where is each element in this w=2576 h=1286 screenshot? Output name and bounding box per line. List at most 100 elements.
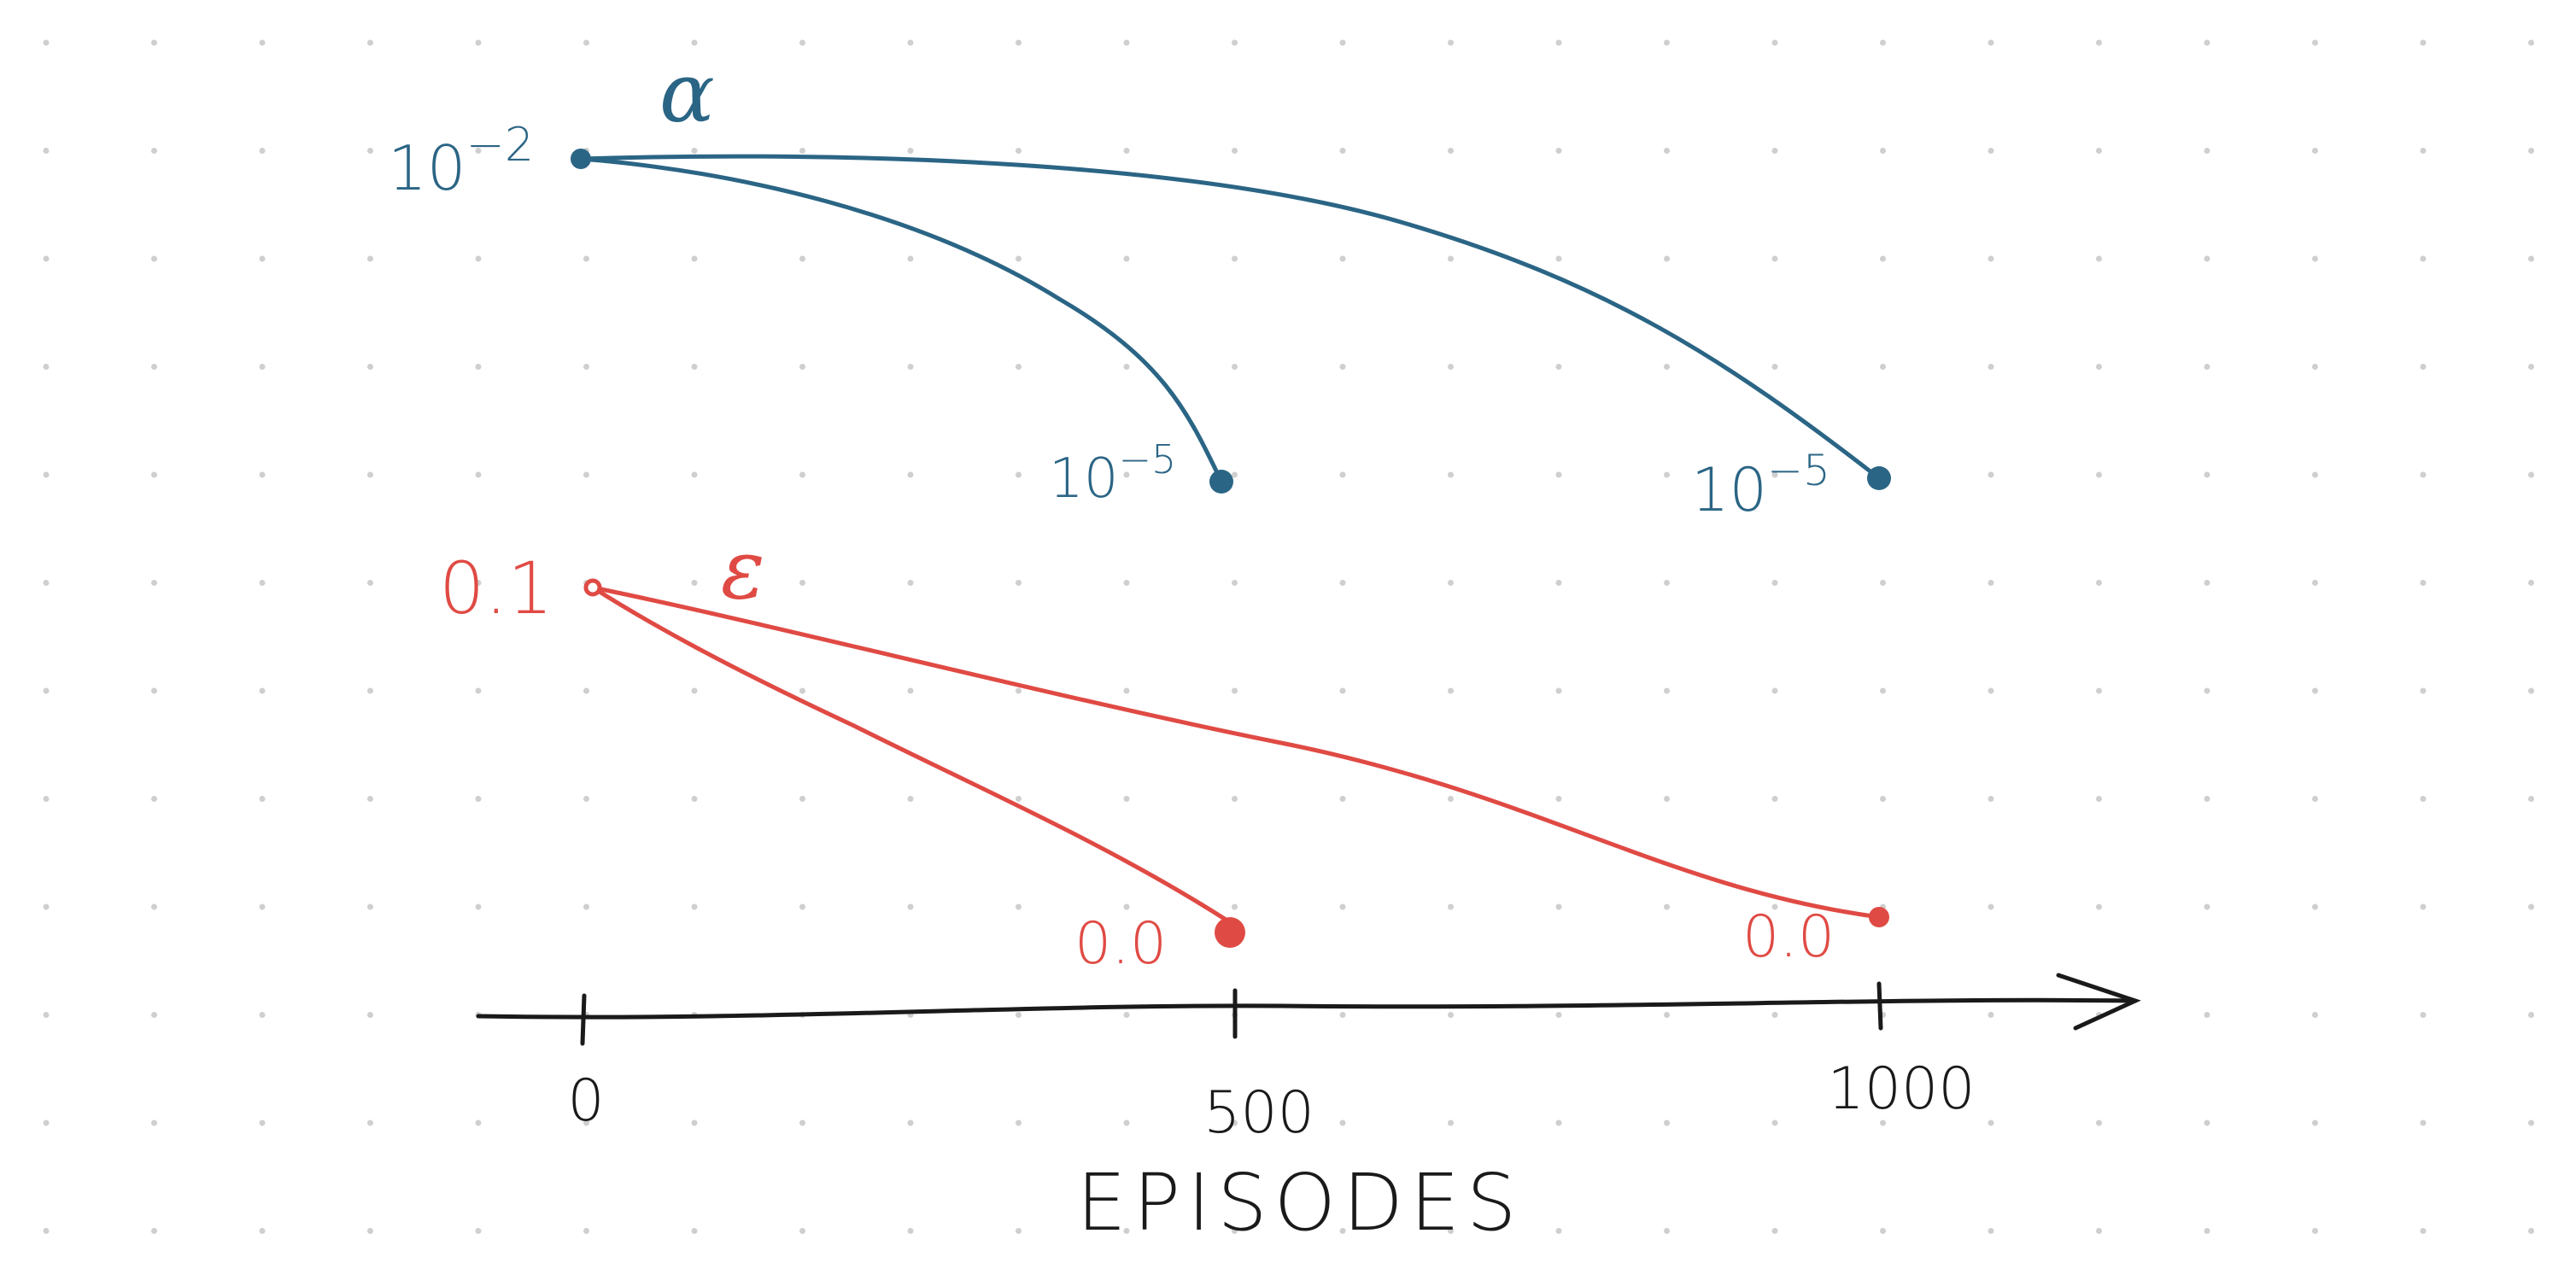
- grid-dot: [2528, 364, 2534, 370]
- x-axis: [476, 973, 2141, 1046]
- x-tick-0: [580, 993, 587, 1046]
- grid-dot: [2096, 903, 2102, 910]
- grid-dot: [1771, 1228, 1778, 1234]
- grid-dot: [151, 1119, 157, 1126]
- grid-dot: [1771, 903, 1778, 910]
- grid-dot: [1123, 364, 1130, 370]
- grid-dot: [259, 580, 266, 586]
- grid-dot: [583, 364, 589, 370]
- grid-dot: [1448, 1119, 1454, 1126]
- grid-dot: [43, 1119, 50, 1126]
- grid-dot: [1555, 1228, 1562, 1234]
- grid-dot: [475, 903, 482, 910]
- grid-dot: [1771, 471, 1778, 478]
- grid-dot: [1880, 39, 1886, 46]
- grid-dot: [583, 1119, 589, 1126]
- grid-dot: [2528, 687, 2534, 694]
- grid-dot: [2204, 580, 2210, 586]
- grid-dot: [367, 796, 373, 802]
- grid-dot: [2204, 255, 2210, 262]
- grid-dot: [1232, 471, 1238, 478]
- grid-dot: [1016, 1012, 1022, 1018]
- grid-dot: [43, 255, 50, 262]
- grid-dot: [1555, 1119, 1562, 1126]
- alpha-end-1000-base: 10: [1691, 455, 1767, 525]
- grid-dot: [2528, 148, 2534, 154]
- grid-dot: [2420, 580, 2427, 586]
- grid-dot: [1016, 471, 1022, 478]
- grid-dot: [1448, 580, 1454, 586]
- grid-dot: [1123, 39, 1130, 46]
- grid-dot: [259, 1228, 266, 1234]
- alpha-start-point: [571, 149, 591, 169]
- grid-dot: [2204, 1012, 2210, 1018]
- x-tick-label-500: 500: [1203, 1079, 1314, 1147]
- x-axis-arrowhead: [2056, 973, 2141, 1031]
- grid-dot: [1664, 148, 1670, 154]
- grid-dot: [2204, 148, 2210, 154]
- grid-dot: [43, 39, 50, 46]
- grid-dot: [2528, 580, 2534, 586]
- grid-dot: [1988, 687, 1994, 694]
- grid-dot: [1123, 148, 1130, 154]
- grid-dot: [1016, 1119, 1022, 1126]
- epsilon-end-label-1000: 0.0: [1742, 903, 1835, 971]
- grid-dot: [1771, 255, 1778, 262]
- x-axis-line: [476, 997, 2138, 1020]
- grid-dot: [43, 471, 50, 478]
- grid-dot: [1448, 471, 1454, 478]
- grid-dot: [367, 1119, 373, 1126]
- grid-dot: [43, 148, 50, 154]
- grid-dot: [1448, 1012, 1454, 1018]
- grid-dot: [1555, 255, 1562, 262]
- epsilon-start-point: [583, 578, 602, 597]
- alpha-end-1000-exp: −5: [1767, 446, 1830, 495]
- grid-dot: [691, 1119, 698, 1126]
- grid-dot: [1016, 796, 1022, 802]
- grid-dot: [259, 364, 266, 370]
- grid-dot: [259, 796, 266, 802]
- grid-dot: [43, 903, 50, 910]
- grid-dot: [1232, 903, 1238, 910]
- grid-dot: [367, 255, 373, 262]
- grid-dot: [475, 1228, 482, 1234]
- grid-dot: [2096, 1228, 2102, 1234]
- grid-dot: [151, 471, 157, 478]
- grid-dot: [2528, 1228, 2534, 1234]
- grid-dot: [1123, 1119, 1130, 1126]
- grid-dot: [43, 1012, 50, 1018]
- grid-dot: [691, 687, 698, 694]
- grid-dot: [799, 364, 805, 370]
- grid-dot: [43, 1228, 50, 1234]
- epsilon-end-point-1000: [1869, 907, 1889, 927]
- grid-dot: [691, 796, 698, 802]
- grid-dot: [1232, 580, 1238, 586]
- epsilon-schedule: [583, 578, 1889, 948]
- grid-dot: [1988, 903, 1994, 910]
- grid-dot: [1232, 148, 1238, 154]
- grid-dot: [1988, 1012, 1994, 1018]
- grid-dot: [691, 39, 698, 46]
- grid-dot: [1988, 796, 1994, 802]
- grid-dot: [367, 1012, 373, 1018]
- grid-dot: [1771, 580, 1778, 586]
- alpha-end-500-exp: −5: [1118, 436, 1176, 482]
- grid-dot: [1771, 148, 1778, 154]
- grid-dot: [367, 148, 373, 154]
- grid-dot: [1988, 255, 1994, 262]
- grid-dot: [1123, 1012, 1130, 1018]
- grid-dot: [151, 255, 157, 262]
- grid-dot: [691, 580, 698, 586]
- grid-dot: [583, 687, 589, 694]
- grid-dot: [43, 580, 50, 586]
- grid-dot: [1016, 364, 1022, 370]
- grid-dot: [475, 255, 482, 262]
- grid-dot: [1664, 471, 1670, 478]
- grid-dot: [43, 796, 50, 802]
- grid-dot: [1880, 364, 1886, 370]
- grid-dot: [907, 255, 914, 262]
- grid-dot: [367, 39, 373, 46]
- grid-dot: [1988, 148, 1994, 154]
- grid-dot: [259, 39, 266, 46]
- alpha-start-base: 10: [388, 132, 466, 204]
